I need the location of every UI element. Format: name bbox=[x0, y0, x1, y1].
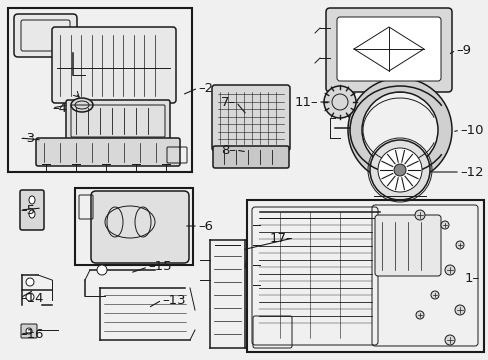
Bar bbox=[8, 8, 192, 172]
FancyBboxPatch shape bbox=[14, 14, 77, 57]
FancyBboxPatch shape bbox=[325, 8, 451, 92]
Circle shape bbox=[26, 278, 34, 286]
FancyBboxPatch shape bbox=[21, 324, 37, 338]
Circle shape bbox=[26, 293, 34, 301]
Circle shape bbox=[97, 265, 107, 275]
Text: –13: –13 bbox=[162, 293, 185, 306]
FancyBboxPatch shape bbox=[213, 146, 288, 168]
Ellipse shape bbox=[71, 98, 93, 112]
Circle shape bbox=[444, 335, 454, 345]
Circle shape bbox=[324, 86, 355, 118]
Text: –4: –4 bbox=[52, 102, 67, 114]
FancyBboxPatch shape bbox=[212, 85, 289, 151]
Circle shape bbox=[377, 148, 421, 192]
Text: –12: –12 bbox=[459, 166, 483, 179]
Text: –6: –6 bbox=[198, 220, 213, 233]
Circle shape bbox=[454, 305, 464, 315]
Text: –14: –14 bbox=[20, 292, 43, 305]
FancyBboxPatch shape bbox=[374, 215, 440, 276]
Circle shape bbox=[369, 140, 429, 200]
Circle shape bbox=[440, 221, 448, 229]
Circle shape bbox=[393, 164, 405, 176]
Text: 8–: 8– bbox=[221, 144, 236, 157]
Text: –2: –2 bbox=[198, 81, 213, 94]
Wedge shape bbox=[347, 78, 451, 182]
Text: –3: –3 bbox=[20, 131, 35, 144]
Bar bbox=[246, 200, 483, 352]
Ellipse shape bbox=[29, 196, 35, 204]
Circle shape bbox=[455, 241, 463, 249]
Text: –16: –16 bbox=[20, 328, 43, 341]
FancyBboxPatch shape bbox=[20, 190, 44, 230]
FancyBboxPatch shape bbox=[336, 17, 440, 81]
Circle shape bbox=[444, 265, 454, 275]
FancyBboxPatch shape bbox=[36, 138, 180, 166]
Text: –5: –5 bbox=[20, 203, 35, 216]
Circle shape bbox=[414, 210, 424, 220]
Circle shape bbox=[26, 328, 32, 334]
Text: –15: –15 bbox=[148, 261, 171, 274]
FancyBboxPatch shape bbox=[91, 191, 189, 263]
FancyBboxPatch shape bbox=[66, 100, 170, 142]
Ellipse shape bbox=[29, 210, 35, 218]
Circle shape bbox=[430, 291, 438, 299]
Text: 11–: 11– bbox=[294, 95, 317, 108]
Text: –10: –10 bbox=[459, 123, 483, 136]
Text: –9: –9 bbox=[455, 44, 470, 57]
FancyBboxPatch shape bbox=[52, 27, 176, 103]
Circle shape bbox=[415, 311, 423, 319]
Bar bbox=[75, 188, 193, 265]
Text: 17–: 17– bbox=[269, 231, 292, 244]
Text: 7–: 7– bbox=[221, 95, 236, 108]
Text: 1–: 1– bbox=[464, 271, 479, 284]
